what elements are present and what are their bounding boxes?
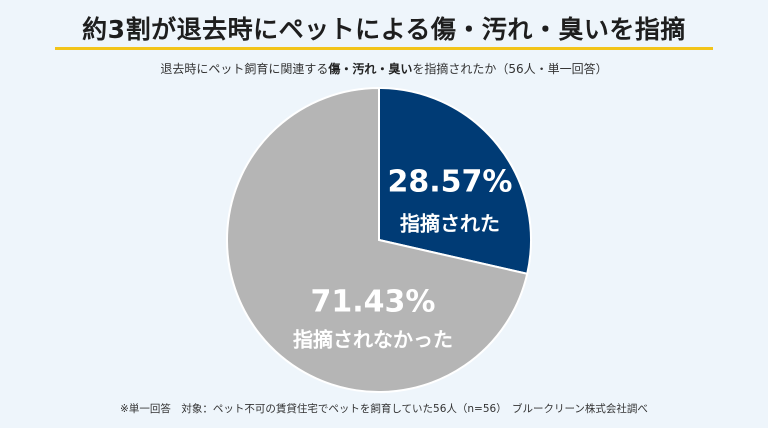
pie-slice-2	[226, 86, 529, 393]
subtitle-part1: 退去時にペット飼育に関連する	[160, 62, 329, 76]
chart-subtitle: 退去時にペット飼育に関連する傷・汚れ・臭いを指摘されたか（56人・単一回答）	[0, 60, 768, 77]
title-underline	[55, 47, 713, 50]
slice-value-label-2: 71.43%	[311, 285, 436, 320]
subtitle-part2: を指摘されたか（56人・単一回答）	[412, 62, 608, 76]
pie-slice-1	[378, 86, 532, 276]
slice-value-label-1: 28.57%	[388, 165, 513, 200]
chart-title: 約3割が退去時にペットによる傷・汚れ・臭いを指摘	[82, 15, 686, 44]
footnote: ※単一回答 対象：ペット不可の賃貸住宅でペットを飼育していた56人（n=56） …	[120, 403, 648, 415]
subtitle-bold: 傷・汚れ・臭い	[328, 62, 413, 76]
slice-category-label-2: 指摘されなかった	[293, 328, 453, 352]
slice-category-label-1: 指摘された	[400, 212, 500, 236]
